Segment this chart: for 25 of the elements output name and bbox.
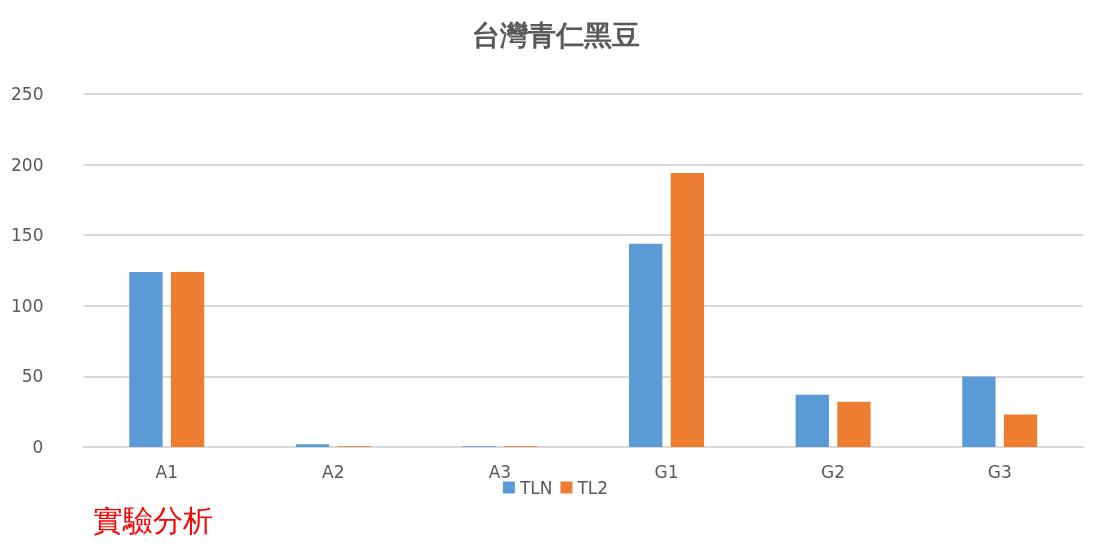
x-tick-label: A1	[155, 461, 178, 482]
legend-label: TL2	[576, 477, 609, 498]
x-tick-label: G1	[654, 461, 679, 482]
x-tick-label: A2	[322, 461, 345, 482]
x-tick-label: G2	[821, 461, 846, 482]
legend-label: TLN	[518, 477, 553, 498]
bar	[795, 394, 829, 447]
x-tick-label: A3	[488, 461, 512, 482]
x-tick-label: G3	[987, 461, 1012, 482]
bar	[1003, 414, 1038, 447]
y-tick-label: 150	[10, 225, 44, 246]
y-tick-label: 0	[32, 437, 44, 457]
bar	[129, 271, 163, 447]
chart-title: 台灣青仁黑豆	[471, 18, 640, 52]
y-tick-label: 50	[21, 366, 44, 387]
bar	[295, 444, 330, 447]
bar	[670, 173, 704, 447]
y-tick-label: 100	[10, 295, 44, 316]
text: 實驗分析	[93, 502, 213, 538]
bar	[837, 401, 871, 447]
y-tick-label: 250	[10, 84, 44, 104]
bar	[962, 376, 996, 447]
bar	[629, 243, 663, 447]
y-tick-label: 200	[10, 154, 44, 175]
bar	[170, 271, 205, 447]
